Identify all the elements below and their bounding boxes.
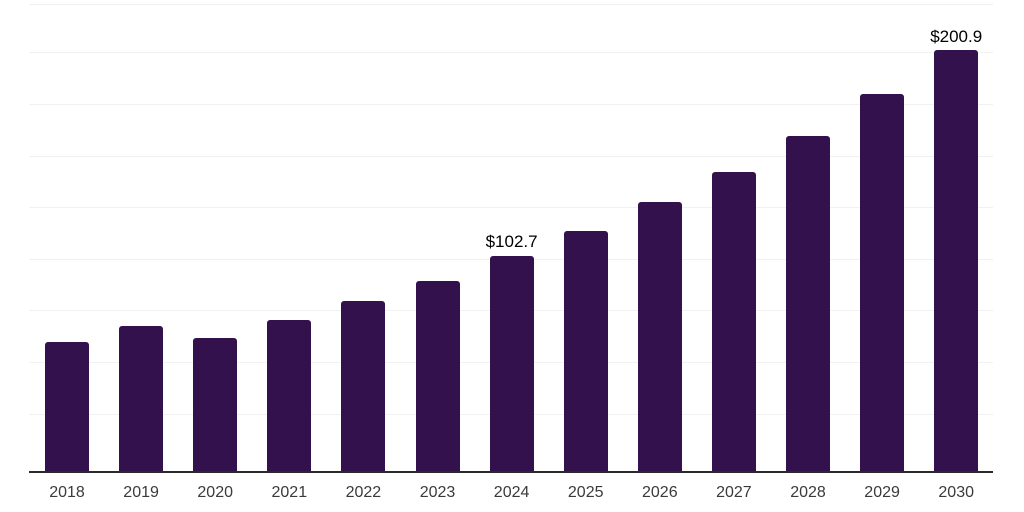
gridline — [29, 103, 993, 105]
x-tick-2024: 2024 — [493, 484, 530, 501]
gridline — [29, 155, 993, 157]
bar-2022 — [341, 301, 386, 471]
x-tick-2025: 2025 — [567, 484, 604, 501]
bar-2029 — [860, 93, 905, 471]
x-tick-2028: 2028 — [790, 484, 826, 501]
x-tick-2029: 2029 — [864, 484, 900, 501]
bar-2030 — [934, 50, 979, 471]
bar-2026 — [637, 201, 682, 471]
data-label-2024: $102.7 — [485, 232, 538, 252]
x-axis-line — [29, 470, 993, 473]
x-tick-2018: 2018 — [49, 484, 85, 501]
data-label-2030: $200.9 — [930, 26, 983, 46]
bar-2023 — [415, 281, 460, 471]
bar-2021 — [267, 320, 312, 471]
x-tick-2027: 2027 — [716, 484, 752, 501]
bar-2025 — [563, 231, 608, 471]
gridline — [29, 52, 993, 53]
bar-2019 — [119, 325, 164, 471]
x-tick-2019: 2019 — [123, 484, 159, 501]
x-tick-2023: 2023 — [419, 484, 456, 501]
x-tick-2021: 2021 — [271, 484, 308, 501]
bar-2024 — [489, 255, 534, 471]
bar-2027 — [711, 171, 756, 471]
gridline — [29, 207, 993, 208]
x-tick-2030: 2030 — [938, 484, 974, 501]
bar-2020 — [193, 337, 238, 471]
bar-2018 — [45, 342, 89, 471]
x-tick-2020: 2020 — [197, 484, 233, 501]
bar-2028 — [786, 135, 830, 471]
x-tick-2022: 2022 — [345, 484, 382, 501]
x-tick-2026: 2026 — [642, 484, 678, 501]
gridline — [29, 4, 993, 5]
